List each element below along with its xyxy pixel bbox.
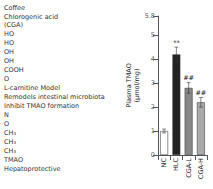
svg-text:COOH: COOH bbox=[4, 66, 24, 74]
svg-text:HLC: HLC bbox=[172, 158, 180, 172]
svg-text:O: O bbox=[4, 120, 9, 128]
svg-text:OH: OH bbox=[4, 57, 14, 65]
svg-text:O: O bbox=[4, 75, 9, 83]
svg-text:Coffee: Coffee bbox=[4, 4, 25, 12]
svg-text:CH₃: CH₃ bbox=[4, 138, 16, 146]
svg-text:1: 1 bbox=[151, 127, 155, 135]
svg-text:CGA-H: CGA-H bbox=[197, 158, 205, 179]
svg-text:Plasma TMAO: Plasma TMAO bbox=[125, 63, 133, 108]
svg-text:##: ## bbox=[195, 89, 206, 97]
svg-text:(μmol/mg): (μmol/mg) bbox=[133, 69, 141, 103]
svg-text:HO: HO bbox=[4, 39, 14, 47]
svg-text:##: ## bbox=[183, 74, 194, 82]
svg-text:CH₃: CH₃ bbox=[4, 147, 16, 155]
svg-text:3: 3 bbox=[151, 79, 155, 87]
svg-text:5: 5 bbox=[151, 31, 155, 39]
svg-text:(CGA): (CGA) bbox=[4, 21, 23, 29]
svg-text:N: N bbox=[4, 111, 9, 119]
svg-text:NC: NC bbox=[160, 158, 168, 168]
svg-text:Inhibit TMAO formation: Inhibit TMAO formation bbox=[4, 102, 79, 110]
svg-text:L-carnitine Model: L-carnitine Model bbox=[4, 84, 60, 92]
svg-text:0: 0 bbox=[151, 151, 155, 159]
svg-text:CH₃: CH₃ bbox=[4, 129, 16, 137]
svg-text:OH: OH bbox=[4, 48, 14, 56]
svg-text:CGA-L: CGA-L bbox=[185, 158, 193, 178]
svg-text:Hepatoprotective: Hepatoprotective bbox=[4, 165, 60, 173]
svg-text:4: 4 bbox=[151, 55, 155, 63]
svg-text:5.8: 5.8 bbox=[145, 12, 155, 20]
svg-text:TMAO: TMAO bbox=[3, 156, 23, 164]
svg-text:**: ** bbox=[173, 39, 180, 47]
svg-text:Chlorogenic acid: Chlorogenic acid bbox=[4, 13, 58, 21]
svg-text:2: 2 bbox=[151, 103, 155, 111]
svg-text:HO: HO bbox=[4, 30, 14, 38]
svg-text:Remodels intestinal microbiota: Remodels intestinal microbiota bbox=[4, 93, 105, 101]
